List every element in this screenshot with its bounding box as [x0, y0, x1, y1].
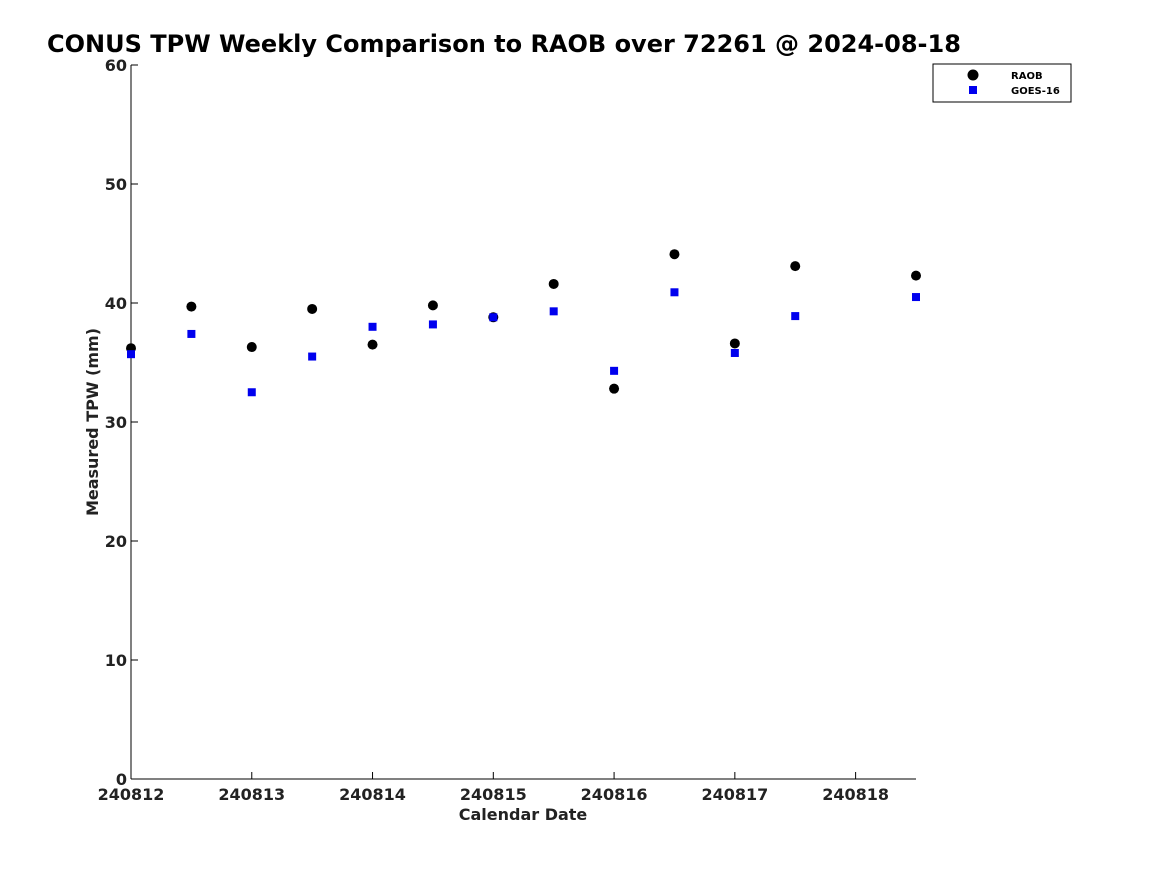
- legend: RAOB GOES-16: [932, 63, 1072, 103]
- raob-point: [548, 278, 559, 289]
- raob-point: [669, 249, 680, 260]
- goes16-point: [730, 348, 739, 357]
- raob-point: [367, 339, 378, 350]
- y-tick-label: 20: [105, 532, 127, 551]
- raob-point: [729, 338, 740, 349]
- goes16-point: [247, 388, 256, 397]
- data-points: [126, 249, 921, 397]
- legend-label-raob: RAOB: [1011, 71, 1043, 82]
- raob-point: [186, 301, 197, 312]
- x-tick-label: 240813: [218, 785, 285, 804]
- raob-point: [246, 342, 257, 353]
- y-tick-label: 40: [105, 294, 127, 313]
- goes16-point: [549, 307, 558, 316]
- chart-title: CONUS TPW Weekly Comparison to RAOB over…: [47, 30, 961, 58]
- legend-label-goes16: GOES-16: [1011, 86, 1060, 97]
- legend-marker-raob: [967, 69, 979, 81]
- legend-marker-goes16: [969, 86, 977, 94]
- raob-point: [307, 303, 318, 314]
- y-axis-label: Measured TPW (mm): [83, 328, 102, 516]
- y-tick-label: 30: [105, 413, 127, 432]
- goes16-point: [610, 366, 619, 375]
- goes16-point: [791, 312, 800, 321]
- axes: [130, 65, 916, 780]
- y-tick-label: 60: [105, 56, 127, 75]
- x-tick-label: 240816: [581, 785, 648, 804]
- goes16-point: [489, 313, 498, 322]
- goes16-point: [127, 350, 135, 359]
- goes16-point: [187, 329, 196, 338]
- goes16-point: [670, 288, 679, 297]
- x-tick-label: 240817: [701, 785, 768, 804]
- goes16-point: [368, 322, 377, 331]
- goes16-point: [428, 320, 437, 329]
- x-axis-label: Calendar Date: [459, 805, 588, 824]
- y-tick-label: 50: [105, 175, 127, 194]
- x-tick-label: 240812: [98, 785, 165, 804]
- x-tick-label: 240814: [339, 785, 406, 804]
- raob-point: [790, 261, 801, 272]
- raob-point: [427, 300, 438, 311]
- y-tick-label: 0: [116, 770, 127, 789]
- x-ticks: 240812 240813 240814 240815 240816 240817 2408…: [98, 772, 889, 804]
- raob-point: [911, 270, 921, 281]
- legend-box: [932, 63, 1072, 103]
- y-tick-label: 10: [105, 651, 127, 670]
- goes16-point: [912, 293, 920, 302]
- raob-point: [609, 383, 620, 394]
- x-tick-label: 240815: [460, 785, 527, 804]
- goes16-point: [308, 352, 317, 361]
- x-tick-label: 240818: [822, 785, 889, 804]
- y-ticks: 0 10 20 30 40 50 60: [105, 56, 138, 789]
